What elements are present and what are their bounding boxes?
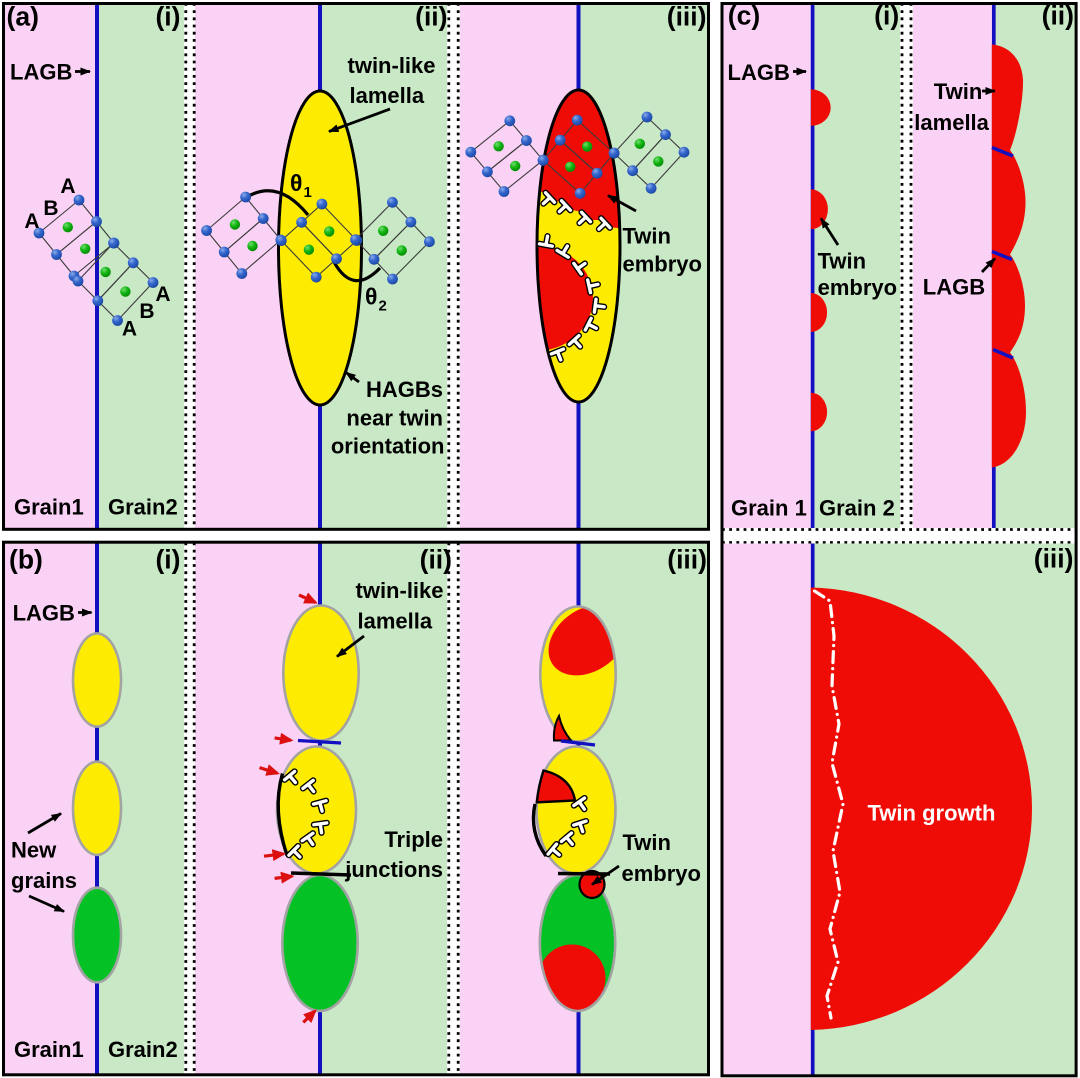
- svg-text:B: B: [43, 197, 58, 220]
- svg-text:A: A: [155, 283, 170, 306]
- svg-text:A: A: [60, 175, 75, 198]
- svg-text:(i): (i): [874, 1, 899, 31]
- svg-text:near twin: near twin: [346, 406, 443, 431]
- svg-text:Twin: Twin: [934, 79, 982, 104]
- svg-text:LAGB: LAGB: [10, 60, 72, 85]
- svg-text:Grain2: Grain2: [108, 1037, 178, 1062]
- svg-text:Grain2: Grain2: [108, 495, 178, 520]
- svg-text:grains: grains: [11, 868, 77, 893]
- svg-text:embryo: embryo: [622, 861, 701, 886]
- svg-text:A: A: [24, 210, 39, 233]
- svg-text:2: 2: [379, 298, 387, 315]
- svg-text:θ: θ: [290, 170, 302, 196]
- svg-text:junctions: junctions: [344, 857, 443, 882]
- svg-text:twin-like: twin-like: [348, 53, 436, 78]
- svg-text:(i): (i): [155, 2, 180, 32]
- svg-text:Grain1: Grain1: [14, 495, 84, 520]
- svg-text:(b): (b): [9, 545, 43, 575]
- svg-text:lamella: lamella: [914, 110, 989, 135]
- svg-text:(iii): (iii): [1034, 544, 1074, 574]
- svg-text:LAGB: LAGB: [923, 275, 985, 300]
- svg-text:HAGBs: HAGBs: [366, 377, 443, 402]
- svg-text:A: A: [122, 318, 137, 341]
- svg-text:(iii): (iii): [667, 545, 707, 575]
- svg-text:(ii): (ii): [415, 2, 447, 32]
- svg-text:orientation: orientation: [331, 434, 445, 459]
- svg-text:Grain 2: Grain 2: [819, 496, 895, 521]
- svg-text:New: New: [11, 838, 57, 863]
- svg-text:lamella: lamella: [350, 83, 425, 108]
- svg-text:B: B: [139, 300, 154, 323]
- svg-text:Grain 1: Grain 1: [731, 496, 807, 521]
- svg-text:θ: θ: [365, 284, 377, 310]
- svg-text:(iii): (iii): [667, 2, 707, 32]
- svg-text:Twin: Twin: [623, 224, 671, 249]
- svg-text:embryo: embryo: [623, 252, 702, 277]
- svg-text:Twin growth: Twin growth: [868, 801, 996, 826]
- svg-text:lamella: lamella: [358, 609, 433, 634]
- svg-text:Twin: Twin: [818, 249, 866, 274]
- svg-text:Twin: Twin: [623, 830, 671, 855]
- svg-text:(ii): (ii): [1042, 1, 1074, 31]
- svg-text:Triple: Triple: [384, 827, 443, 852]
- svg-text:LAGB: LAGB: [13, 601, 75, 626]
- svg-text:(i): (i): [155, 545, 180, 575]
- svg-text:LAGB: LAGB: [728, 60, 790, 85]
- svg-text:Grain1: Grain1: [14, 1037, 84, 1062]
- svg-text:twin-like: twin-like: [356, 578, 444, 603]
- svg-text:1: 1: [304, 184, 312, 201]
- svg-text:(ii): (ii): [420, 545, 452, 575]
- svg-text:embryo: embryo: [818, 275, 897, 300]
- svg-text:(c): (c): [728, 1, 760, 31]
- svg-text:(a): (a): [7, 2, 39, 32]
